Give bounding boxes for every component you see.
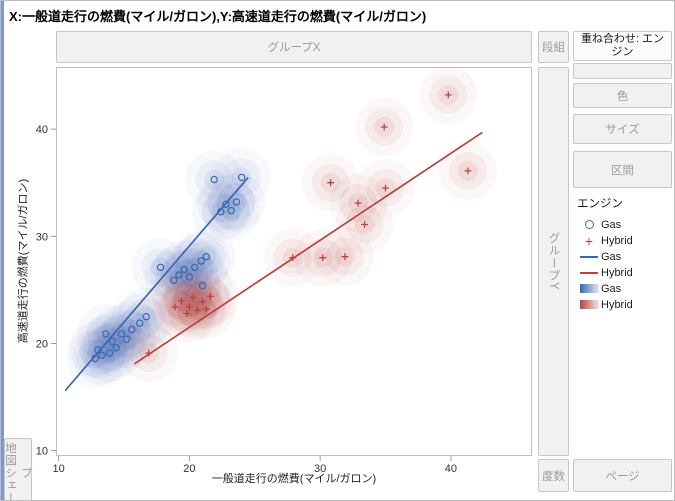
- drop-zone-size[interactable]: サイズ: [573, 114, 672, 144]
- line-icon: [580, 271, 598, 274]
- legend-line-swatch: [577, 255, 601, 258]
- drop-zone-group-x-label: グループX: [267, 42, 321, 54]
- gradient-icon: [579, 300, 599, 309]
- x-tick-label: 40: [445, 463, 457, 475]
- axis-ticks[interactable]: 10 20 30 40 10 20 30 40: [36, 124, 457, 475]
- legend-gradient-swatch: [577, 300, 601, 309]
- legend: エンジン Gas + Hybrid Gas Hybrid Gas Hybrid: [577, 195, 672, 313]
- marker-circle-icon: [584, 220, 594, 229]
- window-left-accent: [1, 1, 4, 500]
- page-title: X:一般道走行の燃費(マイル/ガロン),Y:高速道走行の燃費(マイル/ガロン): [9, 9, 427, 24]
- drop-zone-group-y-label: グループY: [547, 232, 560, 291]
- gradient-icon: [579, 284, 599, 293]
- x-tick-label: 30: [314, 463, 326, 475]
- drop-zone-interval-label: 区間: [611, 164, 634, 177]
- legend-label: Hybrid: [601, 266, 633, 279]
- series-hybrid[interactable]: [145, 91, 472, 357]
- legend-items: Gas + Hybrid Gas Hybrid Gas Hybrid: [577, 217, 672, 312]
- drop-zone-map-shape[interactable]: 地図シェープ: [4, 438, 32, 501]
- legend-label: Hybrid: [601, 298, 633, 311]
- y-tick-label: 10: [36, 446, 48, 458]
- legend-line-swatch: [577, 271, 601, 274]
- scatter-plot-svg[interactable]: 10 20 30 40 10 20 30 40: [36, 67, 532, 475]
- drop-zone-overlay-label: 重ね合わせ: エンジン: [580, 33, 665, 58]
- legend-item-line-gas[interactable]: Gas: [577, 249, 672, 264]
- x-tick-label: 20: [183, 463, 195, 475]
- legend-label: Gas: [601, 218, 622, 231]
- legend-item-gradient-gas[interactable]: Gas: [577, 281, 672, 296]
- drop-zone-size-label: サイズ: [605, 124, 640, 136]
- drop-zone-overlay-empty[interactable]: [573, 63, 672, 79]
- legend-item-marker-circle-gas[interactable]: Gas: [577, 217, 672, 232]
- plot-area[interactable]: 10 20 30 40 10 20 30 40: [36, 67, 532, 475]
- drop-zone-overlay[interactable]: 重ね合わせ: エンジン: [573, 31, 672, 61]
- legend-label: Gas: [601, 250, 622, 263]
- drop-zone-group-y[interactable]: グループY: [538, 67, 569, 456]
- legend-item-marker-plus-hybrid[interactable]: + Hybrid: [577, 233, 672, 248]
- trend-line-hybrid[interactable]: [134, 131, 483, 365]
- legend-title: エンジン: [577, 198, 623, 210]
- drop-zone-interval[interactable]: 区間: [573, 151, 672, 188]
- drop-zone-lattice-label: 段組: [542, 42, 565, 54]
- drop-zone-color[interactable]: 色: [573, 83, 672, 108]
- line-icon: [580, 255, 598, 258]
- legend-item-line-hybrid[interactable]: Hybrid: [577, 265, 672, 280]
- y-tick-label: 20: [36, 338, 48, 350]
- x-axis-label: 一般道走行の燃費(マイル/ガロン): [211, 473, 377, 485]
- drop-zone-frequency-label: 度数: [542, 470, 565, 483]
- y-tick-label: 30: [36, 231, 48, 243]
- drop-zone-color-label: 色: [616, 90, 629, 103]
- legend-marker-plus-swatch: +: [577, 232, 601, 249]
- plot-frame: [56, 67, 532, 456]
- drop-zone-map-shape-label: 地図シェープ: [4, 441, 32, 501]
- legend-label: Gas: [601, 282, 622, 295]
- drop-zone-page-label: ページ: [605, 470, 640, 483]
- drop-zone-lattice[interactable]: 段組: [538, 31, 569, 63]
- drop-zone-group-x[interactable]: グループX: [56, 31, 532, 63]
- y-tick-label: 40: [36, 124, 48, 136]
- y-axis-label: 高速道走行の燃費(マイル/ガロン): [17, 178, 30, 344]
- drop-zone-frequency[interactable]: 度数: [538, 459, 569, 492]
- legend-label: Hybrid: [601, 234, 633, 247]
- x-tick-label: 10: [52, 463, 64, 475]
- series-gas[interactable]: [91, 173, 246, 363]
- legend-marker-circle-swatch: [577, 220, 601, 229]
- marker-plus-icon: +: [584, 232, 594, 249]
- legend-item-gradient-hybrid[interactable]: Hybrid: [577, 297, 672, 312]
- legend-gradient-swatch: [577, 284, 601, 293]
- drop-zone-page[interactable]: ページ: [573, 459, 672, 492]
